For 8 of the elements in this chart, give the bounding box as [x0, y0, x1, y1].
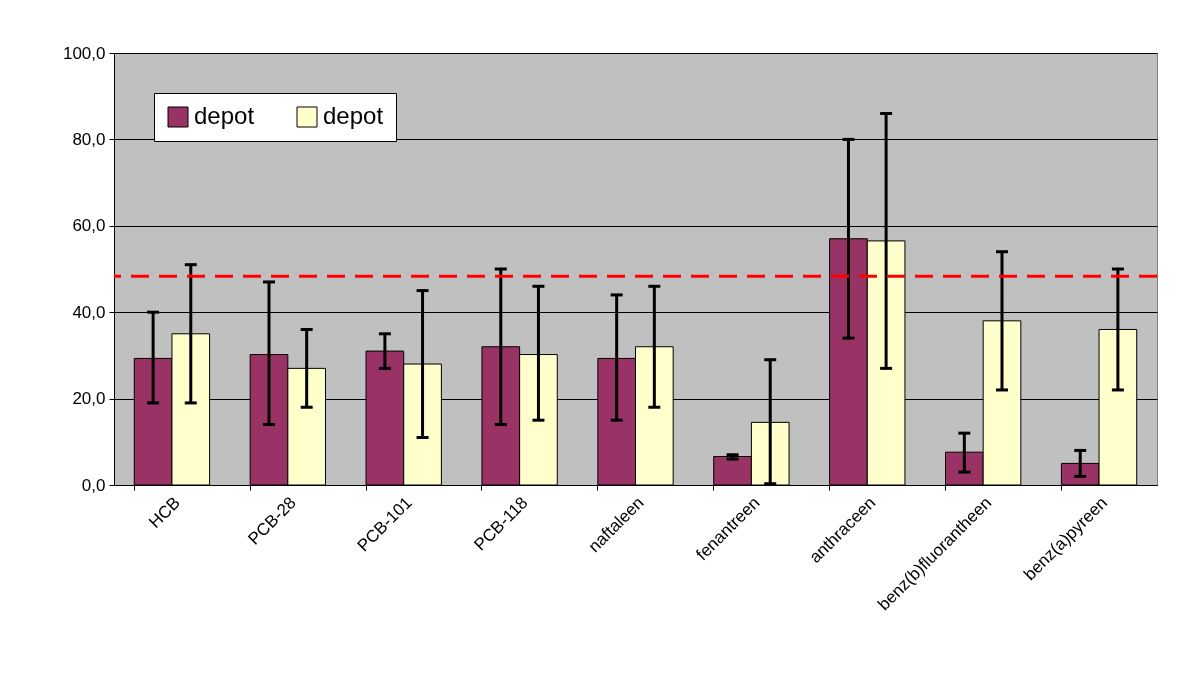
- y-tick-label: 0,0: [81, 475, 106, 495]
- y-tick-label: 80,0: [72, 129, 106, 149]
- y-tick-label: 100,0: [62, 43, 106, 63]
- y-tick-label: 40,0: [72, 302, 106, 322]
- legend-label: depot: [194, 102, 255, 129]
- y-tick-label: 20,0: [72, 389, 106, 409]
- y-tick-label: 60,0: [72, 216, 106, 236]
- legend-label: depot: [323, 102, 384, 129]
